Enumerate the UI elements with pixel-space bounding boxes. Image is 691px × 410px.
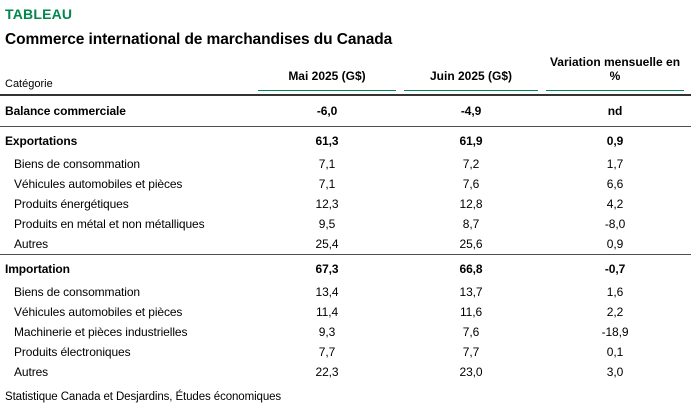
table-row-exportations: Exportations 61,3 61,9 0,9 <box>0 127 691 154</box>
cell-variation: nd <box>607 103 623 118</box>
cell-mai: 7,7 <box>318 344 336 359</box>
row-label: Autres <box>14 364 49 379</box>
row-label: Importation <box>5 262 70 277</box>
row-label: Autres <box>14 236 49 251</box>
cell-mai: 7,1 <box>318 176 336 191</box>
cell-mai: 13,4 <box>315 284 339 299</box>
cell-mai: 7,1 <box>318 156 336 171</box>
table-row: Véhicules automobiles et pièces 11,4 11,… <box>0 302 691 322</box>
cell-variation: -8,0 <box>604 216 626 231</box>
cell-juin: 12,8 <box>459 196 483 211</box>
cell-juin: 13,7 <box>459 284 483 299</box>
cell-mai: 22,3 <box>315 364 339 379</box>
table-row: Autres 22,3 23,0 3,0 <box>0 362 691 382</box>
column-header-juin-2025: Juin 2025 (G$) <box>404 69 538 91</box>
cell-mai: 11,4 <box>315 304 339 319</box>
cell-mai: -6,0 <box>316 103 338 118</box>
row-label: Biens de consommation <box>14 156 140 171</box>
row-label: Biens de consommation <box>14 284 140 299</box>
table-row: Véhicules automobiles et pièces 7,1 7,6 … <box>0 174 691 194</box>
cell-juin: 7,6 <box>462 176 480 191</box>
column-header-mai-2025: Mai 2025 (G$) <box>258 69 396 91</box>
page-title: Commerce international de marchandises d… <box>5 31 393 48</box>
row-label: Machinerie et pièces industrielles <box>14 324 188 339</box>
cell-juin: 7,7 <box>462 344 480 359</box>
trade-table-figure: TABLEAU Commerce international de marcha… <box>0 6 691 410</box>
cell-juin: 61,9 <box>459 134 483 149</box>
table-row: Autres 25,4 25,6 0,9 <box>0 234 691 255</box>
cell-variation: 1,7 <box>606 156 624 171</box>
cell-juin: 7,6 <box>462 324 480 339</box>
table-row: Machinerie et pièces industrielles 9,3 7… <box>0 322 691 342</box>
row-label: Balance commerciale <box>5 103 126 118</box>
category-column-label: Catégorie <box>5 77 53 90</box>
cell-variation: 6,6 <box>606 176 624 191</box>
cell-variation: 0,9 <box>606 134 624 149</box>
cell-juin: -4,9 <box>460 103 482 118</box>
source-note: Statistique Canada et Desjardins, Études… <box>5 390 282 403</box>
row-label: Véhicules automobiles et pièces <box>14 304 183 319</box>
cell-juin: 66,8 <box>459 262 483 277</box>
cell-juin: 8,7 <box>462 216 480 231</box>
table-body: Balance commerciale -6,0 -4,9 nd Exporta… <box>0 93 691 382</box>
table-row-importation: Importation 67,3 66,8 -0,7 <box>0 255 691 282</box>
row-label: Véhicules automobiles et pièces <box>14 176 183 191</box>
row-label: Produits en métal et non métalliques <box>14 216 205 231</box>
cell-mai: 12,3 <box>315 196 339 211</box>
cell-mai: 9,5 <box>318 216 336 231</box>
table-row: Produits énergétiques 12,3 12,8 4,2 <box>0 194 691 214</box>
row-label: Produits énergétiques <box>14 196 129 211</box>
cell-variation: 4,2 <box>606 196 624 211</box>
cell-mai: 25,4 <box>315 236 339 251</box>
row-label: Produits électroniques <box>14 344 131 359</box>
cell-variation: -0,7 <box>604 262 626 277</box>
cell-mai: 61,3 <box>315 134 339 149</box>
cell-variation: 0,9 <box>606 236 624 251</box>
cell-juin: 7,2 <box>462 156 480 171</box>
cell-juin: 25,6 <box>459 236 483 251</box>
table-row: Biens de consommation 7,1 7,2 1,7 <box>0 154 691 174</box>
cell-variation: -18,9 <box>601 324 629 339</box>
cell-mai: 67,3 <box>315 262 339 277</box>
cell-variation: 0,1 <box>606 344 624 359</box>
column-header-variation-mensuelle: Variation mensuelle en % <box>546 55 684 91</box>
cell-juin: 11,6 <box>459 304 483 319</box>
table-row: Biens de consommation 13,4 13,7 1,6 <box>0 282 691 302</box>
cell-variation: 1,6 <box>606 284 624 299</box>
cell-variation: 3,0 <box>606 364 624 379</box>
table-row: Produits en métal et non métalliques 9,5… <box>0 214 691 234</box>
cell-variation: 2,2 <box>606 304 624 319</box>
table-row-balance-commerciale: Balance commerciale -6,0 -4,9 nd <box>0 96 691 127</box>
row-label: Exportations <box>5 134 78 149</box>
cell-mai: 9,3 <box>318 324 336 339</box>
table-header-row: Catégorie Mai 2025 (G$) Juin 2025 (G$) V… <box>0 55 691 91</box>
table-row: Produits électroniques 7,7 7,7 0,1 <box>0 342 691 362</box>
kicker-tableau: TABLEAU <box>5 6 73 22</box>
cell-juin: 23,0 <box>459 364 483 379</box>
